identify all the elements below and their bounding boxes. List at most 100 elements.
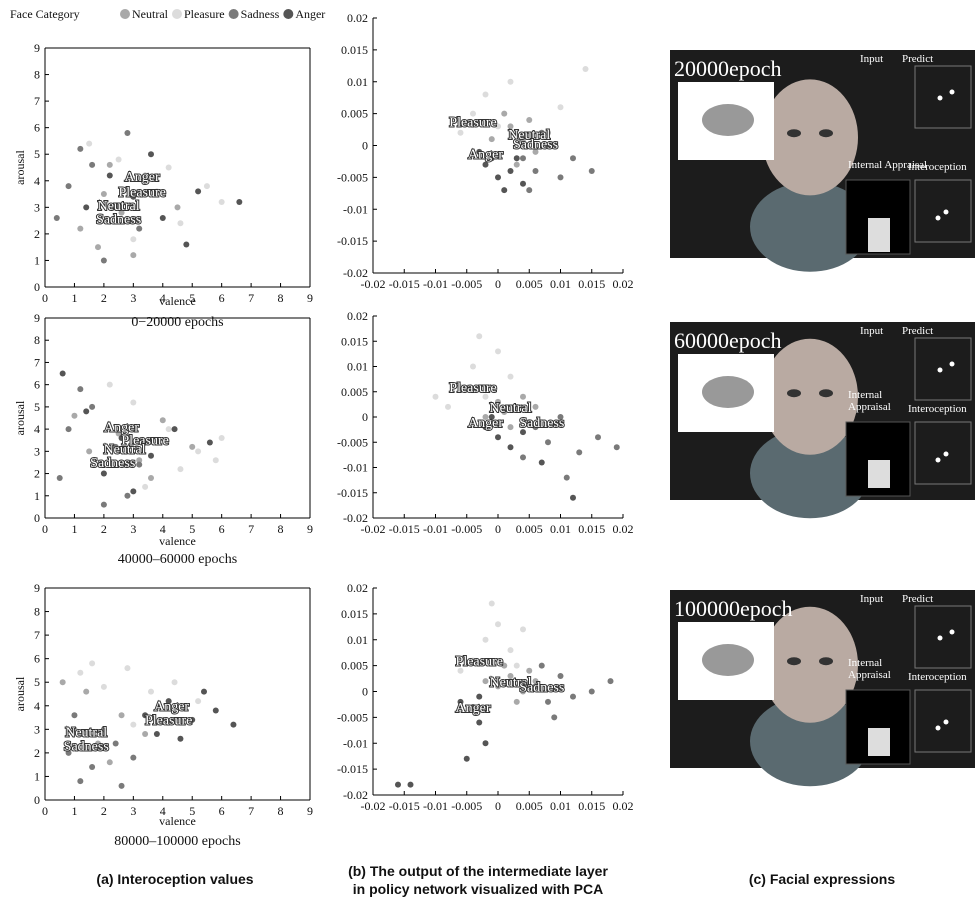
x-tick-label: 0.01 bbox=[550, 277, 571, 291]
y-tick-label: 8 bbox=[34, 68, 40, 82]
point bbox=[71, 712, 78, 719]
point bbox=[203, 183, 210, 190]
x-tick-label: 3 bbox=[130, 522, 136, 536]
x-tick-label: 8 bbox=[278, 291, 284, 305]
point bbox=[507, 647, 514, 654]
baby-head bbox=[762, 79, 858, 196]
x-tick-label: 6 bbox=[219, 291, 225, 305]
point bbox=[457, 129, 464, 136]
predict-dot bbox=[949, 89, 955, 95]
baby-body bbox=[750, 181, 870, 272]
cluster-label: Anger bbox=[468, 416, 503, 431]
x-tick-label: 0 bbox=[495, 522, 501, 536]
point bbox=[130, 193, 137, 200]
y-tick-label: 0 bbox=[34, 793, 40, 807]
point bbox=[89, 403, 96, 410]
point bbox=[532, 424, 539, 431]
x-tick-label: 0.02 bbox=[613, 277, 634, 291]
y-tick-label: 1 bbox=[34, 769, 40, 783]
point bbox=[488, 155, 495, 162]
point bbox=[95, 244, 101, 251]
point bbox=[470, 704, 476, 711]
point bbox=[65, 749, 72, 756]
baby-eye bbox=[787, 657, 801, 666]
y-tick-label: 2 bbox=[34, 467, 40, 481]
point bbox=[507, 373, 514, 380]
input-label: Input bbox=[860, 325, 883, 337]
point bbox=[83, 204, 90, 211]
y-tick-label: 4 bbox=[34, 699, 40, 713]
point bbox=[532, 678, 539, 685]
y-tick-label: 0 bbox=[34, 280, 40, 294]
x-axis-label: valence bbox=[159, 294, 196, 308]
y-tick-label: 6 bbox=[34, 121, 40, 135]
point bbox=[545, 439, 551, 446]
point bbox=[526, 419, 533, 426]
x-tick-label: 0.005 bbox=[516, 522, 543, 536]
point bbox=[476, 333, 483, 340]
point bbox=[71, 726, 78, 733]
appraisal-label: Internal bbox=[848, 389, 882, 401]
y-tick-label: 7 bbox=[34, 355, 40, 369]
x-tick-label: -0.01 bbox=[423, 799, 448, 813]
point bbox=[520, 688, 526, 695]
baby-eye bbox=[787, 129, 801, 138]
intero-dot bbox=[943, 451, 949, 457]
cluster-label: Anger bbox=[468, 147, 503, 162]
x-tick-label: -0.005 bbox=[451, 522, 482, 536]
point bbox=[118, 209, 125, 216]
x-tick-label: 1 bbox=[71, 291, 77, 305]
point bbox=[118, 435, 125, 441]
intero-dot bbox=[935, 215, 941, 221]
point bbox=[551, 714, 558, 721]
pca-cloud bbox=[702, 104, 754, 136]
y-tick-label: 9 bbox=[34, 581, 40, 595]
cluster-label: Neutral bbox=[508, 128, 550, 143]
point bbox=[106, 759, 113, 766]
epoch-label: 60000epoch bbox=[674, 328, 782, 353]
point bbox=[171, 679, 178, 686]
x-tick-label: 0.015 bbox=[578, 799, 605, 813]
y-axis-label: arousal bbox=[13, 400, 27, 435]
point bbox=[407, 781, 414, 788]
point bbox=[218, 435, 225, 441]
baby-eye bbox=[787, 389, 801, 398]
point bbox=[86, 448, 93, 455]
point bbox=[118, 782, 125, 789]
y-tick-label: -0.02 bbox=[343, 266, 368, 280]
point bbox=[557, 104, 564, 111]
point bbox=[488, 414, 495, 420]
cluster-label: Neutral bbox=[65, 725, 107, 740]
point bbox=[165, 164, 172, 171]
cluster-label: Pleasure bbox=[145, 714, 192, 729]
x-tick-label: 3 bbox=[130, 291, 136, 305]
y-tick-label: 0.015 bbox=[341, 43, 368, 57]
point bbox=[520, 429, 526, 436]
x-tick-label: -0.005 bbox=[451, 799, 482, 813]
point bbox=[488, 600, 495, 607]
x-tick-label: 7 bbox=[248, 291, 254, 305]
point bbox=[165, 426, 172, 433]
point bbox=[545, 129, 551, 136]
cluster-label: Neutral bbox=[490, 401, 532, 416]
appraisal-bar bbox=[868, 728, 890, 756]
point bbox=[183, 241, 190, 248]
epoch-label: 100000epoch bbox=[674, 596, 793, 621]
y-tick-label: 2 bbox=[34, 227, 40, 241]
point bbox=[124, 492, 131, 499]
x-tick-label: 0.015 bbox=[578, 277, 605, 291]
point bbox=[112, 740, 119, 747]
cluster-label: Neutral bbox=[490, 675, 532, 690]
intero-dot bbox=[935, 457, 941, 463]
cluster-label: Pleasure bbox=[118, 186, 165, 201]
point bbox=[482, 414, 489, 420]
cluster-label: Anger bbox=[456, 701, 491, 716]
x-tick-label: 2 bbox=[101, 804, 107, 818]
point bbox=[395, 781, 401, 788]
point bbox=[538, 662, 545, 669]
y-tick-label: 0 bbox=[362, 139, 368, 153]
predict-dot bbox=[937, 367, 943, 373]
point bbox=[59, 679, 66, 686]
x-tick-label: 0.005 bbox=[516, 799, 543, 813]
point bbox=[174, 204, 181, 211]
